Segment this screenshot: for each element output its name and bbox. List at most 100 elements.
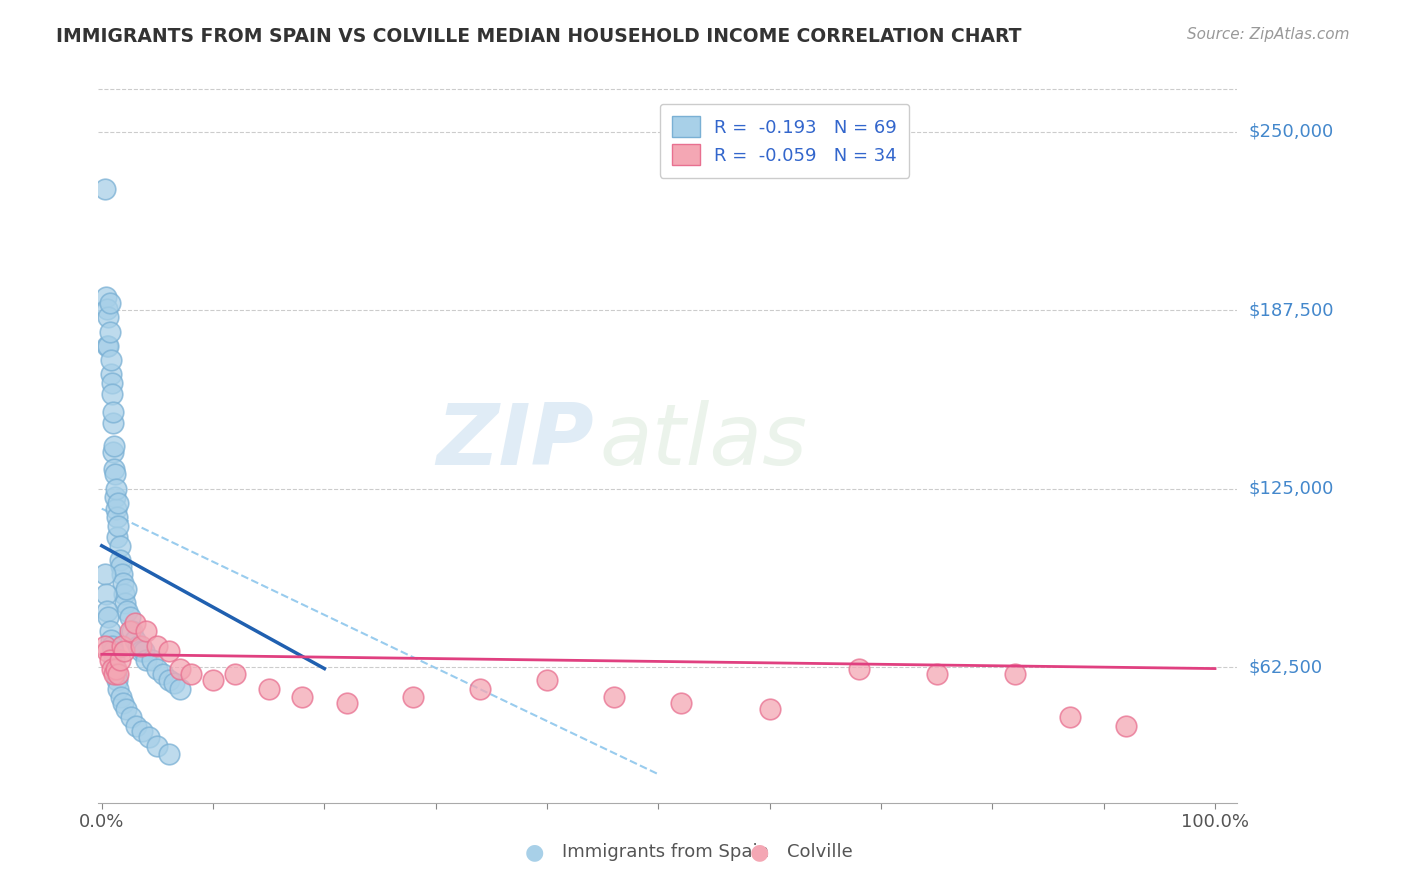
Point: [96, 587, 118, 601]
Point: [669, 696, 692, 710]
Point: [135, 653, 157, 667]
Point: [107, 496, 129, 510]
Point: [101, 444, 124, 458]
Point: [96, 339, 118, 353]
Point: [110, 690, 132, 705]
Point: [108, 553, 131, 567]
Point: [169, 681, 191, 696]
Text: $62,500: $62,500: [1249, 658, 1323, 676]
Point: [758, 701, 780, 715]
Point: [131, 724, 153, 739]
Legend: R =  -0.193   N = 69, R =  -0.059   N = 34: R = -0.193 N = 69, R = -0.059 N = 34: [659, 103, 910, 178]
Point: [157, 673, 180, 687]
Point: [224, 667, 246, 681]
Point: [111, 696, 134, 710]
Point: [152, 667, 174, 681]
Point: [110, 558, 132, 573]
Point: [107, 518, 129, 533]
Point: [111, 567, 134, 582]
Point: [98, 296, 121, 310]
Point: [94, 639, 117, 653]
Point: [105, 510, 128, 524]
Point: [157, 644, 180, 658]
Point: [146, 639, 169, 653]
Point: [103, 667, 125, 681]
Point: [257, 681, 280, 696]
Point: [135, 624, 157, 639]
Point: [100, 368, 122, 382]
Point: [402, 690, 425, 705]
Point: [97, 310, 120, 325]
Point: [105, 667, 128, 681]
Point: [146, 662, 169, 676]
Point: [141, 653, 163, 667]
Point: [108, 539, 131, 553]
Text: Colville: Colville: [787, 843, 853, 861]
Text: IMMIGRANTS FROM SPAIN VS COLVILLE MEDIAN HOUSEHOLD INCOME CORRELATION CHART: IMMIGRANTS FROM SPAIN VS COLVILLE MEDIAN…: [56, 27, 1022, 45]
Point: [103, 439, 125, 453]
Text: $187,500: $187,500: [1249, 301, 1334, 319]
Point: [101, 404, 124, 418]
Text: Immigrants from Spain: Immigrants from Spain: [562, 843, 769, 861]
Point: [101, 376, 124, 390]
Point: [105, 662, 128, 676]
Point: [96, 301, 118, 316]
Point: [848, 662, 870, 676]
Text: $250,000: $250,000: [1249, 123, 1334, 141]
Point: [101, 644, 124, 658]
Point: [120, 710, 142, 724]
Point: [925, 667, 948, 681]
Point: [105, 530, 128, 544]
Point: [101, 387, 124, 401]
Point: [96, 644, 118, 658]
Point: [129, 639, 152, 653]
Point: [124, 633, 146, 648]
Point: [105, 673, 128, 687]
Point: [121, 624, 143, 639]
Point: [118, 610, 141, 624]
Point: [96, 604, 118, 618]
Point: [114, 596, 136, 610]
Point: [1115, 719, 1137, 733]
Point: [1004, 667, 1026, 681]
Point: [97, 610, 120, 624]
Point: [101, 416, 124, 430]
Point: [111, 639, 134, 653]
Text: ZIP: ZIP: [436, 400, 593, 483]
Point: [117, 604, 139, 618]
Point: [336, 696, 359, 710]
Text: ●: ●: [749, 842, 769, 862]
Text: $125,000: $125,000: [1249, 480, 1334, 498]
Point: [103, 653, 125, 667]
Point: [98, 624, 121, 639]
Point: [100, 633, 122, 648]
Point: [125, 719, 148, 733]
Point: [104, 490, 127, 504]
Point: [104, 467, 127, 482]
Point: [118, 624, 141, 639]
Point: [98, 325, 121, 339]
Point: [115, 701, 138, 715]
Point: [163, 676, 186, 690]
Text: Source: ZipAtlas.com: Source: ZipAtlas.com: [1187, 27, 1350, 42]
Point: [202, 673, 225, 687]
Point: [107, 681, 129, 696]
Point: [105, 501, 128, 516]
Point: [112, 587, 135, 601]
Point: [169, 662, 191, 676]
Point: [115, 582, 138, 596]
Point: [128, 639, 150, 653]
Text: atlas: atlas: [599, 400, 807, 483]
Point: [101, 662, 124, 676]
Point: [146, 739, 169, 753]
Point: [104, 662, 127, 676]
Point: [180, 667, 202, 681]
Point: [94, 182, 117, 196]
Point: [157, 747, 180, 762]
Point: [103, 461, 125, 475]
Text: ●: ●: [524, 842, 544, 862]
Point: [111, 575, 134, 590]
Point: [97, 339, 120, 353]
Point: [291, 690, 314, 705]
Point: [96, 290, 118, 304]
